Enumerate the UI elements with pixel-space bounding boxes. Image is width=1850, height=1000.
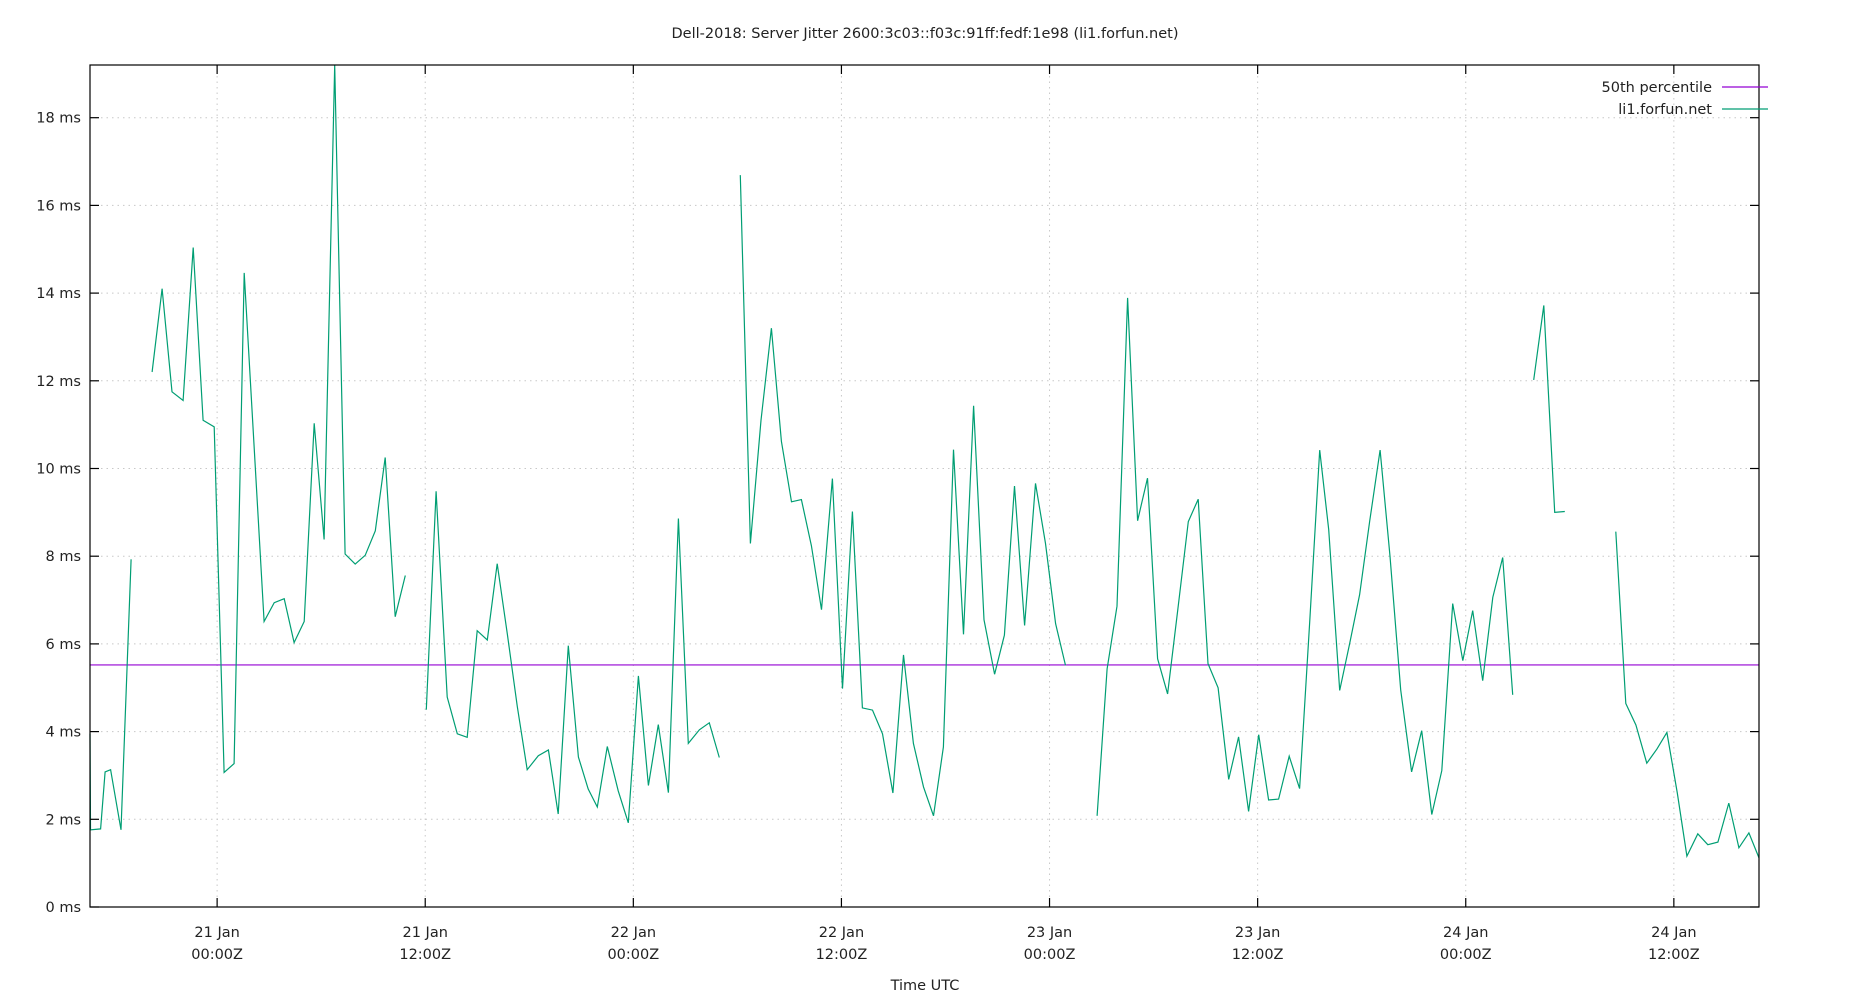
y-tick-label: 14 ms [36, 286, 81, 302]
series-segment [1096, 297, 1514, 816]
x-tick-label-time: 00:00Z [607, 947, 659, 963]
y-tick-label: 8 ms [45, 549, 81, 565]
x-tick-label-time: 00:00Z [1440, 947, 1492, 963]
series-segment [425, 491, 720, 823]
y-tick-label: 18 ms [36, 111, 81, 127]
y-tick-label: 10 ms [36, 462, 81, 478]
series-segment [89, 559, 132, 831]
x-tick-label-time: 12:00Z [399, 947, 451, 963]
legend-label-li1: li1.forfun.net [1618, 102, 1712, 118]
legend: 50th percentile li1.forfun.net [1602, 80, 1768, 118]
y-tick-label: 2 ms [45, 812, 81, 828]
chart-title: Dell-2018: Server Jitter 2600:3c03::f03c… [672, 26, 1179, 42]
x-tick-label-date: 21 Jan [194, 925, 239, 941]
series-segment [739, 175, 1067, 816]
y-tick-label: 12 ms [36, 374, 81, 390]
x-tick-label-time: 12:00Z [1648, 947, 1700, 963]
x-tick-label-date: 22 Jan [819, 925, 864, 941]
series-li1-forfun-net [89, 65, 1760, 859]
x-tick-label-date: 23 Jan [1235, 925, 1280, 941]
x-tick-label-date: 23 Jan [1027, 925, 1072, 941]
x-tick-label-date: 24 Jan [1443, 925, 1488, 941]
y-axis: 0 ms 2 ms 4 ms 6 ms 8 ms 10 ms 12 ms 14 ms 16 ms… [36, 111, 1759, 916]
y-tick-label: 6 ms [45, 637, 81, 653]
y-tick-label: 0 ms [45, 900, 81, 916]
x-tick-label-time: 00:00Z [1024, 947, 1076, 963]
plot-frame [89, 64, 1760, 908]
y-tick-label: 16 ms [36, 198, 81, 214]
series-segment [151, 65, 406, 774]
x-axis: 21 Jan 00:00Z 21 Jan 12:00Z 22 Jan 00:00Z 22 J… [191, 65, 1700, 963]
x-tick-label-time: 12:00Z [816, 947, 868, 963]
series-segment [1615, 531, 1760, 859]
y-tick-label: 4 ms [45, 725, 81, 741]
x-tick-label-time: 12:00Z [1232, 947, 1284, 963]
legend-label-median: 50th percentile [1602, 80, 1713, 96]
grid-lines [90, 65, 1759, 907]
x-tick-label-date: 22 Jan [611, 925, 656, 941]
x-tick-label-date: 21 Jan [403, 925, 448, 941]
x-axis-label: Time UTC [890, 978, 960, 994]
x-tick-label-date: 24 Jan [1651, 925, 1696, 941]
x-tick-label-time: 00:00Z [191, 947, 243, 963]
series-segment [1533, 305, 1565, 513]
